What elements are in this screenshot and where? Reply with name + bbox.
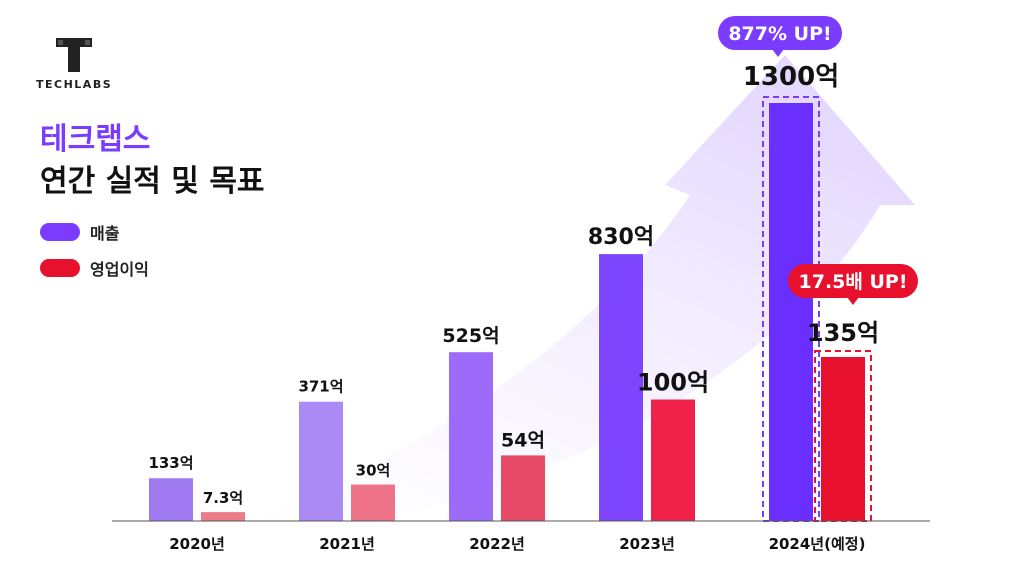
x-tick-label: 2024년(예정) <box>769 535 866 553</box>
profit-value-label: 100억 <box>637 369 709 397</box>
revenue-value-label: 1300억 <box>743 62 839 92</box>
chart-legend: 매출 영업이익 <box>40 220 149 292</box>
legend-label-profit: 영업이익 <box>90 260 149 279</box>
x-tick-label: 2021년 <box>319 535 375 553</box>
profit-bar <box>821 357 865 521</box>
profit-bar <box>651 399 695 521</box>
growth-arrow-shape <box>250 55 915 530</box>
revenue-callout-pointer <box>772 49 784 57</box>
profit-callout-bubble <box>788 264 918 298</box>
revenue-value-label: 525억 <box>442 325 499 347</box>
profit-callout-text: 17.5배 UP! <box>799 271 908 293</box>
legend-label-revenue: 매출 <box>90 224 120 243</box>
profit-value-label: 135억 <box>807 319 879 347</box>
x-tick-label: 2023년 <box>619 535 675 553</box>
revenue-value-label: 133억 <box>148 454 193 472</box>
revenue-bar <box>149 478 193 521</box>
revenue-callout-bubble <box>718 16 842 50</box>
profit-value-label: 54억 <box>501 429 545 451</box>
techlabs-logo: TECHLABS <box>36 38 116 91</box>
profit-bar <box>351 484 395 521</box>
profit-bar <box>201 512 245 521</box>
revenue-value-label: 371억 <box>298 378 343 396</box>
profit-value-label: 30억 <box>356 462 391 480</box>
legend-swatch-profit <box>40 259 80 277</box>
profit-callout: 17.5배 UP! <box>788 264 918 305</box>
techlabs-logo-icon <box>56 38 92 72</box>
revenue-bar <box>599 254 643 521</box>
x-tick-label: 2022년 <box>469 535 525 553</box>
revenue-callout-text: 877% UP! <box>728 23 831 45</box>
revenue-callout: 877% UP! <box>718 16 842 57</box>
revenue-bar <box>299 401 343 521</box>
legend-swatch-revenue <box>40 223 80 241</box>
legend-item-profit: 영업이익 <box>40 256 149 280</box>
profit-value-label: 7.3억 <box>203 489 243 507</box>
revenue-bar <box>449 352 493 521</box>
brand-name: TECHLABS <box>36 78 113 91</box>
revenue-bar <box>769 103 813 521</box>
x-tick-label: 2020년 <box>169 535 225 553</box>
page-title: 테크랩스 <box>40 122 151 157</box>
legend-item-revenue: 매출 <box>40 220 149 244</box>
page-subtitle: 연간 실적 및 목표 <box>40 164 265 199</box>
profit-callout-pointer <box>847 297 859 305</box>
revenue-value-label: 830억 <box>588 225 654 250</box>
profit-bar <box>501 455 545 521</box>
